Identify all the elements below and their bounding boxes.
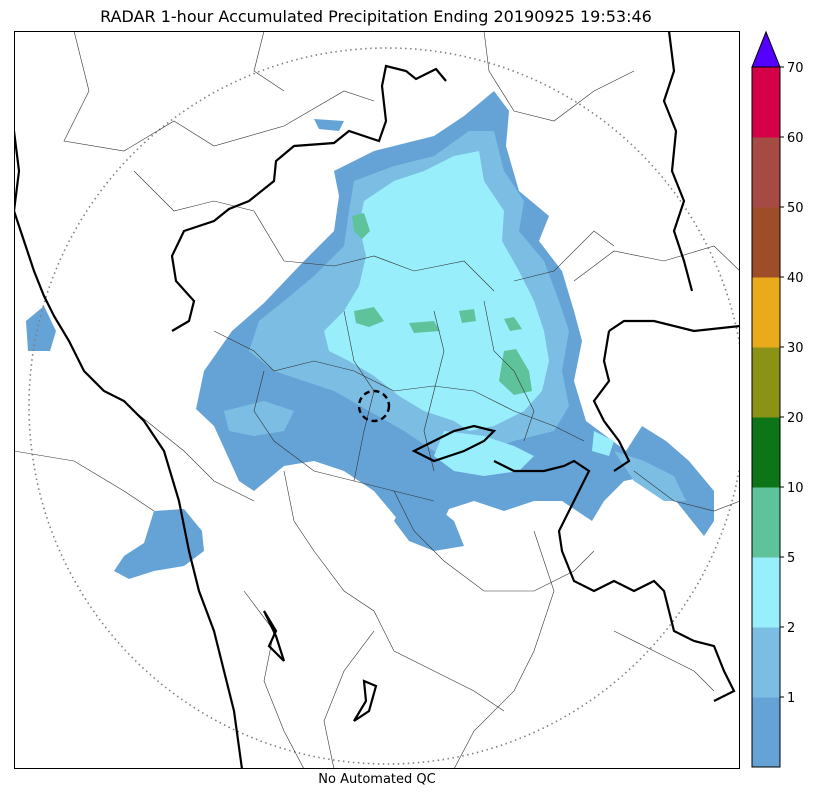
qc-note: No Automated QC bbox=[318, 772, 436, 787]
colorbar-tick-label: 50 bbox=[787, 201, 804, 216]
colorbar-tick-label: 70 bbox=[787, 61, 804, 76]
colorbar-bin bbox=[752, 627, 780, 698]
map-title: RADAR 1-hour Accumulated Precipitation E… bbox=[100, 7, 652, 26]
colorbar-tick-label: 60 bbox=[787, 131, 804, 146]
colorbar-tick-label: 40 bbox=[787, 271, 804, 286]
radar-site-marker bbox=[357, 389, 391, 423]
precip-layer-green bbox=[352, 213, 532, 395]
colorbar-bin bbox=[752, 207, 780, 278]
colorbar-bin bbox=[752, 487, 780, 558]
precip-layer-cyan bbox=[324, 151, 614, 476]
colorbar-bins bbox=[752, 67, 780, 768]
colorbar-tick-label: 30 bbox=[787, 341, 804, 356]
colorbar-tick-label: 5 bbox=[787, 551, 795, 566]
colorbar-bin bbox=[752, 137, 780, 208]
colorbar-bin bbox=[752, 417, 780, 488]
colorbar-extend-arrow bbox=[751, 30, 781, 68]
colorbar-bin bbox=[752, 277, 780, 348]
precipitation-colorbar: 1 2 5 10 20 30 40 50 60 70 bbox=[751, 30, 804, 768]
colorbar-ticks: 1 2 5 10 20 30 40 50 60 70 bbox=[780, 61, 804, 706]
colorbar-bin bbox=[752, 67, 780, 138]
colorbar-tick-label: 2 bbox=[787, 621, 795, 636]
colorbar-tick-label: 10 bbox=[787, 481, 804, 496]
state-boundaries bbox=[14, 31, 740, 769]
colorbar-tick-label: 20 bbox=[787, 411, 804, 426]
radar-map bbox=[14, 31, 740, 769]
range-ring bbox=[28, 47, 740, 765]
colorbar-tick-label: 1 bbox=[787, 691, 795, 706]
colorbar-bin bbox=[752, 347, 780, 418]
colorbar-bin bbox=[752, 557, 780, 628]
colorbar-bin bbox=[752, 697, 780, 768]
